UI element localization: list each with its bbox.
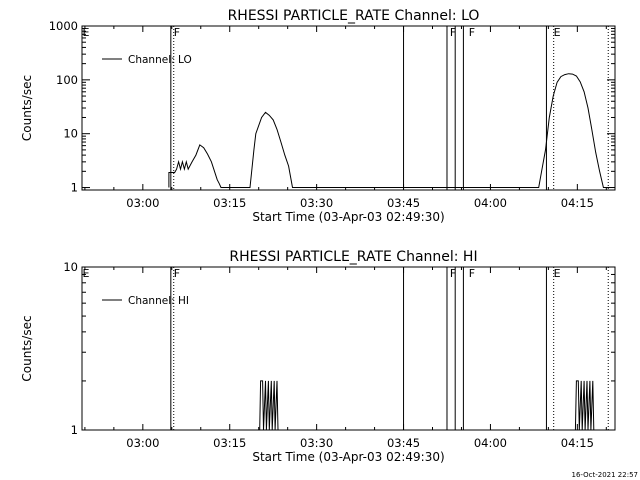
x-tick-label: 03:15	[213, 196, 246, 210]
x-tick-label: 03:45	[387, 436, 420, 450]
y-tick-label: 10	[63, 127, 78, 141]
chart-title: RHESSI PARTICLE_RATE Channel: HI	[229, 249, 477, 265]
x-axis-label: Start Time (03-Apr-03 02:49:30)	[252, 210, 444, 224]
y-axis-label: Counts/sec	[20, 315, 34, 381]
plot-frame	[81, 25, 616, 191]
legend-label: Channel: HI	[128, 295, 189, 307]
x-tick-label: 03:45	[387, 196, 420, 210]
y-axis-label: Counts/sec	[20, 75, 34, 141]
marker-label: F	[174, 26, 180, 39]
timestamp-label: 16-Oct-2021 22:57	[572, 471, 638, 479]
x-axis-label: Start Time (03-Apr-03 02:49:30)	[252, 450, 444, 464]
x-tick-label: 03:00	[126, 436, 159, 450]
legend-label: Channel: LO	[128, 54, 192, 66]
y-tick-label: 10	[63, 260, 78, 274]
x-tick-label: 03:00	[126, 196, 159, 210]
x-tick-label: 04:15	[561, 196, 594, 210]
series-line	[259, 380, 595, 431]
y-tick-label: 1	[71, 181, 78, 195]
y-tick-label: 1	[71, 423, 78, 437]
marker-label: F	[174, 267, 180, 280]
marker-label: E	[554, 26, 561, 39]
marker-label: F	[450, 26, 456, 39]
y-tick-label: 100	[56, 73, 78, 87]
marker-label: E	[554, 267, 561, 280]
marker-label: E	[82, 26, 89, 39]
chart-panel-lo: RHESSI PARTICLE_RATE Channel: LO 03:00 03:…	[20, 8, 616, 224]
chart-panel-hi: RHESSI PARTICLE_RATE Channel: HI 03:00 03:…	[20, 249, 616, 464]
x-tick-label: 03:15	[213, 436, 246, 450]
x-tick-label: 04:00	[474, 196, 507, 210]
chart-title: RHESSI PARTICLE_RATE Channel: LO	[228, 8, 480, 24]
plot-frame	[81, 266, 616, 431]
y-tick-label: 1000	[49, 19, 78, 33]
marker-label: E	[82, 267, 89, 280]
marker-label: F	[469, 267, 475, 280]
series-line	[168, 73, 615, 188]
x-tick-label: 03:30	[300, 436, 333, 450]
x-tick-label: 04:00	[474, 436, 507, 450]
x-tick-label: 03:30	[300, 196, 333, 210]
marker-label: F	[450, 267, 456, 280]
marker-label: F	[469, 26, 475, 39]
x-tick-label: 04:15	[561, 436, 594, 450]
